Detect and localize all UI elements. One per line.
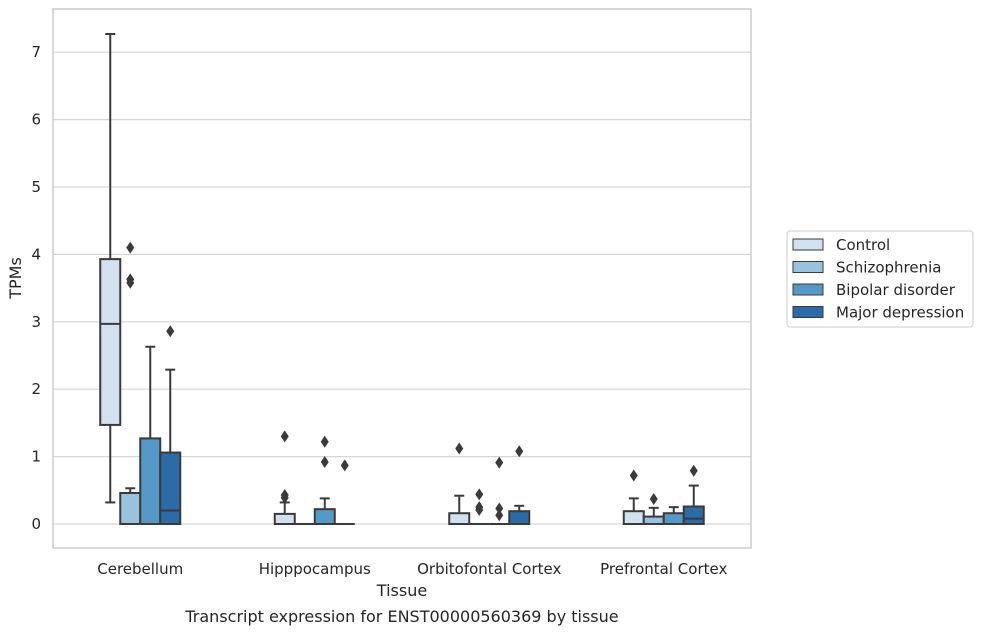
legend-swatch [792,238,824,251]
outlier-point [126,273,135,286]
y-tick-label: 3 [31,313,41,331]
box-body [642,515,665,525]
x-tick-label: Hipppocampus [259,560,371,578]
box-group [662,506,685,526]
box-group [622,469,645,525]
outlier-point [455,442,464,455]
x-tick-label: Orbitofontal Cortex [417,560,561,578]
box-group [469,488,490,525]
box-body [139,437,162,526]
box-group [682,464,705,526]
x-axis-ticks: Cerebellum Hipppocampus Orbitofontal Corte… [97,560,727,578]
plot-frame [52,8,752,549]
x-tick-label: Prefrontal Cortex [600,560,727,578]
y-axis-ticks: 0 1 2 3 4 5 6 7 [31,43,41,533]
outlier-point [515,445,524,458]
chart-caption: Transcript expression for ENST0000056036… [184,607,618,626]
box-series [99,33,705,526]
outlier-point [689,464,698,477]
outlier-point [475,488,484,501]
outlier-point [495,509,504,522]
x-axis-label: Tissue [376,581,427,600]
legend-swatch [792,306,824,318]
box-body [622,510,645,525]
outlier-point [629,469,638,482]
outlier-point [495,502,504,515]
y-tick-label: 0 [31,515,41,533]
box-body [119,491,142,526]
legend-label: Major depression [836,304,964,322]
box-group [273,430,296,526]
box-body [313,508,336,525]
legend-frame [786,230,974,328]
y-tick-label: 4 [31,245,41,263]
outlier-point [280,430,289,443]
box-group [99,33,122,504]
box-body [99,258,122,426]
x-tick-label: Cerebellum [97,560,183,578]
box-body [662,512,685,526]
legend-label: Control [836,236,890,254]
legend: Control Schizophrenia Bipolar disorder Majo… [786,230,974,328]
box-body [273,512,296,526]
y-tick-label: 7 [31,43,41,61]
box-group [139,345,162,526]
box-group [159,325,182,525]
y-tick-label: 6 [31,111,41,129]
y-tick-label: 5 [31,178,41,196]
legend-label: Bipolar disorder [836,281,956,299]
box-body [159,451,182,525]
legend-swatch [792,261,824,273]
outlier-point [126,241,135,254]
y-tick-label: 2 [31,380,41,398]
box-body [448,512,471,526]
outlier-point [340,459,349,472]
outlier-point [320,435,329,448]
outlier-point [166,325,175,338]
legend-label: Schizophrenia [836,259,941,277]
legend-swatch [792,283,824,296]
outlier-point [495,456,504,469]
box-group [313,435,336,525]
outlier-point [475,501,484,514]
outlier-point [280,489,289,502]
y-tick-label: 1 [31,448,41,466]
box-group [448,442,471,526]
box-group [489,456,510,525]
box-group [334,459,355,525]
outlier-point [649,493,658,506]
outlier-point [320,455,329,468]
box-body [682,505,705,526]
y-axis-label: TPMs [6,257,25,300]
box-group [508,445,531,525]
box-body [508,510,531,525]
